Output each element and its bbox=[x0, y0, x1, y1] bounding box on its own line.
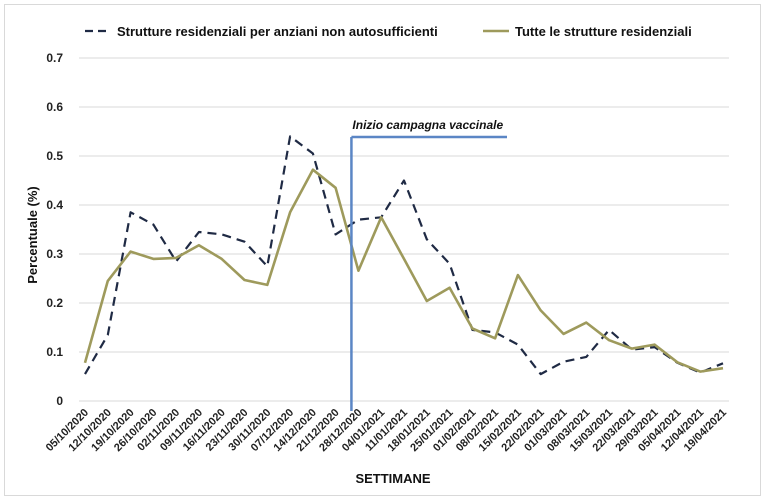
data-point bbox=[174, 259, 178, 263]
data-point bbox=[539, 308, 543, 312]
data-point bbox=[334, 232, 338, 236]
data-point bbox=[379, 215, 383, 219]
data-point bbox=[425, 237, 429, 241]
y-tick-label: 0.6 bbox=[46, 100, 63, 114]
data-point bbox=[675, 360, 679, 364]
data-point bbox=[151, 257, 155, 261]
legend-label: Tutte le strutture residenziali bbox=[515, 24, 692, 39]
data-point bbox=[220, 257, 224, 261]
line-chart: 0 0.1 0.2 0.3 0.4 0.5 0.6 0.7 05/10/202012/10/2… bbox=[25, 24, 729, 486]
chart-frame: 0 0.1 0.2 0.3 0.4 0.5 0.6 0.7 05/10/2020 12/10/2… bbox=[4, 4, 761, 496]
data-point bbox=[197, 243, 201, 247]
gridlines bbox=[79, 57, 729, 402]
data-point bbox=[83, 372, 87, 376]
data-point bbox=[470, 326, 474, 330]
y-tick-label: 0 bbox=[56, 394, 63, 408]
data-point bbox=[516, 273, 520, 277]
data-point bbox=[265, 264, 269, 268]
data-point bbox=[448, 262, 452, 266]
data-point bbox=[425, 299, 429, 303]
data-point bbox=[356, 218, 360, 222]
data-point bbox=[356, 269, 360, 273]
y-tick-labels: 0 0.1 0.2 0.3 0.4 0.5 0.6 0.7 bbox=[46, 51, 63, 408]
data-point bbox=[106, 279, 110, 283]
y-tick-label: 0.4 bbox=[46, 198, 63, 212]
data-point bbox=[243, 278, 247, 282]
data-point bbox=[288, 210, 292, 214]
data-point bbox=[402, 257, 406, 261]
series-line-all-residential bbox=[83, 168, 724, 373]
x-tick-labels: 05/10/202012/10/202019/10/202026/10/2020… bbox=[44, 407, 729, 454]
y-tick-label: 0.2 bbox=[46, 296, 63, 310]
series-line-rsa bbox=[84, 135, 724, 376]
y-tick-label: 0.7 bbox=[46, 51, 63, 65]
data-point bbox=[243, 240, 247, 244]
data-point bbox=[197, 230, 201, 234]
data-point bbox=[493, 336, 497, 340]
y-tick-label: 0.5 bbox=[46, 149, 63, 163]
y-tick-label: 0.3 bbox=[46, 247, 63, 261]
data-point bbox=[151, 223, 155, 227]
data-point bbox=[721, 366, 725, 370]
data-point bbox=[584, 321, 588, 325]
legend-label: Strutture residenziali per anziani non a… bbox=[117, 24, 438, 39]
data-point bbox=[106, 333, 110, 337]
data-point bbox=[402, 179, 406, 183]
data-point bbox=[311, 168, 315, 172]
y-axis-title: Percentuale (%) bbox=[25, 186, 40, 284]
data-point bbox=[265, 283, 269, 287]
y-tick-label: 0.1 bbox=[46, 345, 63, 359]
data-point bbox=[607, 338, 611, 342]
data-point bbox=[539, 372, 543, 376]
data-point bbox=[311, 152, 315, 156]
data-point bbox=[129, 210, 133, 214]
vaccination-annotation: Inizio campagna vaccinale bbox=[352, 118, 503, 132]
data-point bbox=[698, 370, 702, 374]
data-point bbox=[721, 361, 725, 365]
series-layer bbox=[83, 134, 725, 376]
data-point bbox=[562, 332, 566, 336]
data-point bbox=[653, 343, 657, 347]
data-point bbox=[83, 361, 87, 365]
annotation-layer: Inizio campagna vaccinale bbox=[350, 118, 507, 411]
data-point bbox=[630, 347, 634, 351]
data-point bbox=[562, 360, 566, 364]
data-point bbox=[607, 328, 611, 332]
data-point bbox=[516, 343, 520, 347]
data-point bbox=[584, 355, 588, 359]
data-point bbox=[174, 256, 178, 260]
legend: Strutture residenziali per anziani non a… bbox=[85, 24, 692, 39]
data-point bbox=[220, 232, 224, 236]
data-point bbox=[448, 286, 452, 290]
data-point bbox=[288, 134, 292, 138]
data-point bbox=[334, 186, 338, 190]
x-axis-title: SETTIMANE bbox=[355, 471, 430, 486]
data-point bbox=[129, 250, 133, 254]
